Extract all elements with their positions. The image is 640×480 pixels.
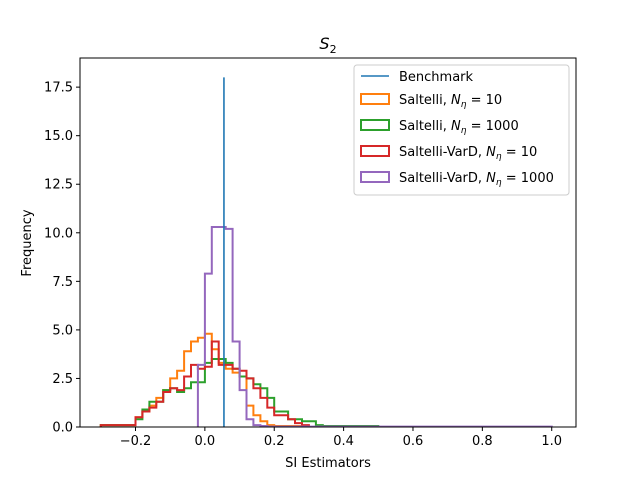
chart-title: S2 xyxy=(319,34,336,56)
legend-swatch-series-3 xyxy=(360,145,390,157)
histogram-series-3 xyxy=(99,340,310,427)
legend: Benchmark Saltelli, Nη = 10 Saltelli, Nη =… xyxy=(353,64,570,196)
legend-box xyxy=(353,64,570,196)
x-tick-label: 1.0 xyxy=(541,434,562,449)
legend-swatch-series-4 xyxy=(360,171,390,183)
y-tick-label: 2.5 xyxy=(52,372,73,387)
y-tick-label: 7.5 xyxy=(52,275,73,290)
chart-title-subscript: 2 xyxy=(330,43,337,56)
legend-label-series-4: Saltelli-VarD, Nη = 1000 xyxy=(399,171,554,188)
x-axis-label: SI Estimators xyxy=(285,456,371,471)
y-tick-label: 15.0 xyxy=(44,129,73,144)
legend-swatch-series-2 xyxy=(360,119,390,131)
legend-label-benchmark: Benchmark xyxy=(399,70,474,85)
x-axis: −0.2 0.0 0.2 0.4 0.6 0.8 1.0 xyxy=(120,427,562,449)
x-tick-label: 0.8 xyxy=(472,434,493,449)
legend-label-series-2: Saltelli, Nη = 1000 xyxy=(399,119,519,136)
y-tick-label: 5.0 xyxy=(52,323,73,338)
y-tick-label: 10.0 xyxy=(44,226,73,241)
chart-title-main: S xyxy=(319,34,329,53)
histogram-series-4 xyxy=(196,226,553,427)
x-tick-label: 0.6 xyxy=(403,434,424,449)
y-axis-label: Frequency xyxy=(20,209,35,276)
y-tick-label: 0.0 xyxy=(52,421,73,436)
series-layer xyxy=(99,226,553,427)
x-tick-label: 0.2 xyxy=(264,434,285,449)
x-tick-label: 0.0 xyxy=(195,434,216,449)
legend-label-series-3: Saltelli-VarD, Nη = 10 xyxy=(399,145,537,162)
x-tick-label: −0.2 xyxy=(120,434,152,449)
y-tick-label: 12.5 xyxy=(44,178,73,193)
legend-label-series-1: Saltelli, Nη = 10 xyxy=(399,93,502,110)
y-axis: 0.0 2.5 5.0 7.5 10.0 12.5 15.0 17.5 xyxy=(44,81,80,436)
x-tick-label: 0.4 xyxy=(333,434,354,449)
plot-frame xyxy=(79,57,577,428)
y-tick-label: 17.5 xyxy=(44,81,73,96)
legend-swatch-series-1 xyxy=(360,93,390,105)
